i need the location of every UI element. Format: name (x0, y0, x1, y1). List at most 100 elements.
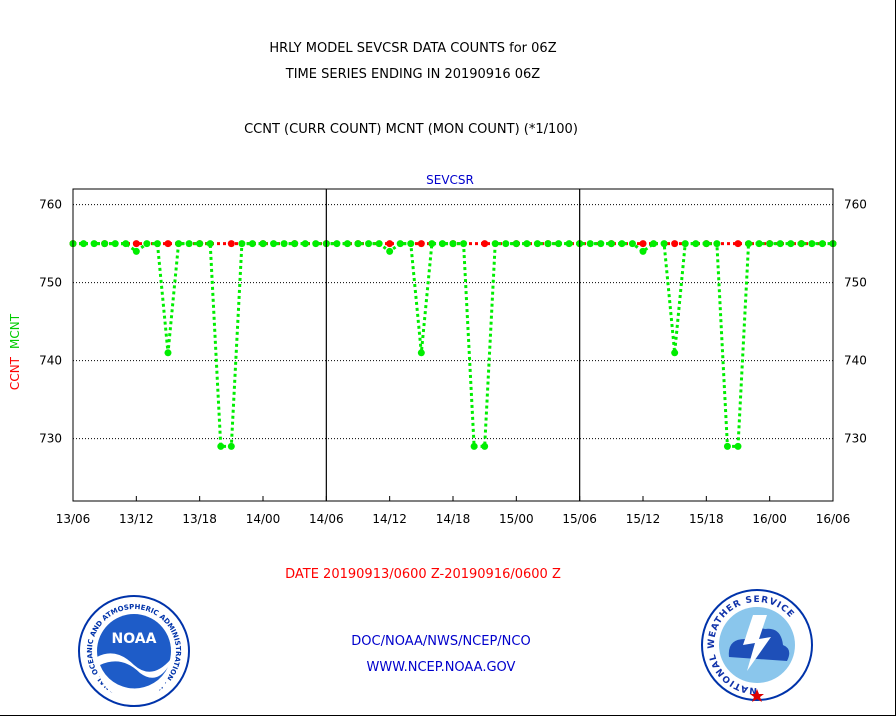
point-mcnt-7 (143, 240, 151, 248)
noaa-logo-text: NOAA (112, 631, 157, 647)
point-ccnt-63 (734, 240, 742, 248)
point-mcnt-63 (734, 442, 742, 450)
point-mcnt-43 (523, 240, 531, 248)
title-line-1: HRLY MODEL SEVCSR DATA COUNTS for 06Z (269, 41, 556, 56)
point-mcnt-35 (438, 240, 446, 248)
footer-line-1: DOC/NOAA/NWS/NCEP/NCO (351, 634, 530, 649)
point-mcnt-18 (259, 240, 267, 248)
x-tick-label-3: 14/00 (246, 512, 281, 526)
point-mcnt-16 (238, 240, 246, 248)
x-tick-label-5: 14/12 (372, 512, 407, 526)
point-mcnt-65 (755, 240, 763, 248)
point-mcnt-67 (776, 240, 784, 248)
point-mcnt-70 (808, 240, 816, 248)
point-mcnt-60 (702, 240, 710, 248)
point-mcnt-38 (470, 442, 478, 450)
point-ccnt-54 (639, 240, 647, 248)
point-mcnt-40 (491, 240, 499, 248)
series-line-mcnt (73, 242, 833, 448)
point-mcnt-46 (555, 240, 563, 248)
point-mcnt-36 (449, 240, 457, 248)
point-mcnt-45 (544, 240, 552, 248)
point-ccnt-39 (481, 240, 489, 248)
point-mcnt-39 (481, 442, 489, 450)
point-ccnt-6 (132, 240, 140, 248)
series-layer (69, 240, 837, 450)
point-mcnt-50 (597, 240, 605, 248)
point-mcnt-25 (333, 240, 341, 248)
y-tick-label-right-740: 740 (844, 354, 867, 368)
point-ccnt-30 (386, 240, 394, 248)
point-mcnt-4 (111, 240, 119, 248)
axis-layer: 730 730 740 740 750 750 760 760 13/06 13/12 13/18 1… (39, 188, 867, 526)
point-mcnt-27 (354, 240, 362, 248)
point-mcnt-57 (671, 349, 679, 357)
point-mcnt-1 (80, 240, 88, 248)
point-mcnt-33 (417, 349, 425, 357)
point-mcnt-53 (628, 240, 636, 248)
x-tick-label-11: 16/00 (752, 512, 787, 526)
point-mcnt-44 (533, 240, 541, 248)
title-line-2: TIME SERIES ENDING IN 20190916 06Z (285, 67, 541, 82)
point-mcnt-14 (217, 442, 225, 450)
point-mcnt-52 (618, 240, 626, 248)
point-mcnt-9 (164, 349, 172, 357)
point-mcnt-6 (132, 247, 140, 255)
point-mcnt-22 (301, 240, 309, 248)
point-mcnt-8 (153, 240, 161, 248)
y-axis-label: CCNT MCNT (8, 313, 22, 390)
x-tick-label-1: 13/12 (119, 512, 154, 526)
point-mcnt-47 (565, 240, 573, 248)
point-mcnt-31 (396, 240, 404, 248)
y-axis-label-mcnt: MCNT (8, 313, 22, 349)
point-mcnt-49 (586, 240, 594, 248)
y-tick-label-right-730: 730 (844, 432, 867, 446)
noaa-logo: NATIONAL OCEANIC AND ATMOSPHERIC ADMINIS… (78, 595, 190, 707)
date-range: DATE 20190913/0600 Z-20190916/0600 Z (285, 567, 561, 582)
point-mcnt-61 (713, 240, 721, 248)
point-ccnt-15 (227, 240, 235, 248)
nws-logo: NATIONAL WEATHER SERVICE (701, 589, 813, 702)
y-tick-label-right-750: 750 (844, 276, 867, 290)
point-mcnt-41 (502, 240, 510, 248)
x-tick-label-7: 15/00 (499, 512, 534, 526)
point-mcnt-15 (227, 442, 235, 450)
point-ccnt-57 (671, 240, 679, 248)
x-tick-label-6: 14/18 (436, 512, 471, 526)
point-mcnt-32 (407, 240, 415, 248)
point-mcnt-19 (270, 240, 278, 248)
point-mcnt-2 (90, 240, 98, 248)
point-mcnt-23 (312, 240, 320, 248)
point-mcnt-13 (206, 240, 214, 248)
x-tick-label-12: 16/06 (816, 512, 851, 526)
point-mcnt-21 (291, 240, 299, 248)
point-mcnt-26 (343, 240, 351, 248)
point-mcnt-5 (122, 240, 130, 248)
point-mcnt-30 (386, 247, 394, 255)
y-tick-label-right-760: 760 (844, 198, 867, 212)
y-tick-label-left-730: 730 (39, 432, 62, 446)
y-tick-label-left-740: 740 (39, 354, 62, 368)
grid-layer (73, 204, 833, 440)
point-mcnt-56 (660, 240, 668, 248)
y-tick-label-left-750: 750 (39, 276, 62, 290)
panel-label: SEVCSR (426, 173, 474, 187)
point-mcnt-12 (196, 240, 204, 248)
point-mcnt-37 (460, 240, 468, 248)
point-mcnt-51 (607, 240, 615, 248)
point-mcnt-66 (766, 240, 774, 248)
footer-line-2: WWW.NCEP.NOAA.GOV (367, 660, 516, 675)
point-mcnt-34 (428, 240, 436, 248)
x-tick-label-9: 15/12 (626, 512, 661, 526)
point-mcnt-54 (639, 247, 647, 255)
x-tick-label-4: 14/06 (309, 512, 344, 526)
point-mcnt-3 (101, 240, 109, 248)
point-mcnt-58 (681, 240, 689, 248)
x-tick-label-8: 15/06 (562, 512, 597, 526)
point-mcnt-17 (248, 240, 256, 248)
x-tick-label-2: 13/18 (182, 512, 217, 526)
point-mcnt-69 (797, 240, 805, 248)
point-mcnt-68 (787, 240, 795, 248)
